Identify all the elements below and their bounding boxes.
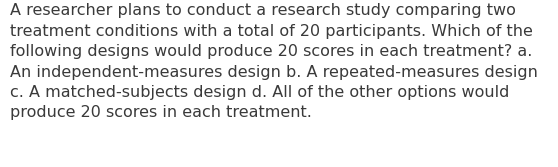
Text: A researcher plans to conduct a research study comparing two
treatment condition: A researcher plans to conduct a research… [10, 3, 538, 120]
